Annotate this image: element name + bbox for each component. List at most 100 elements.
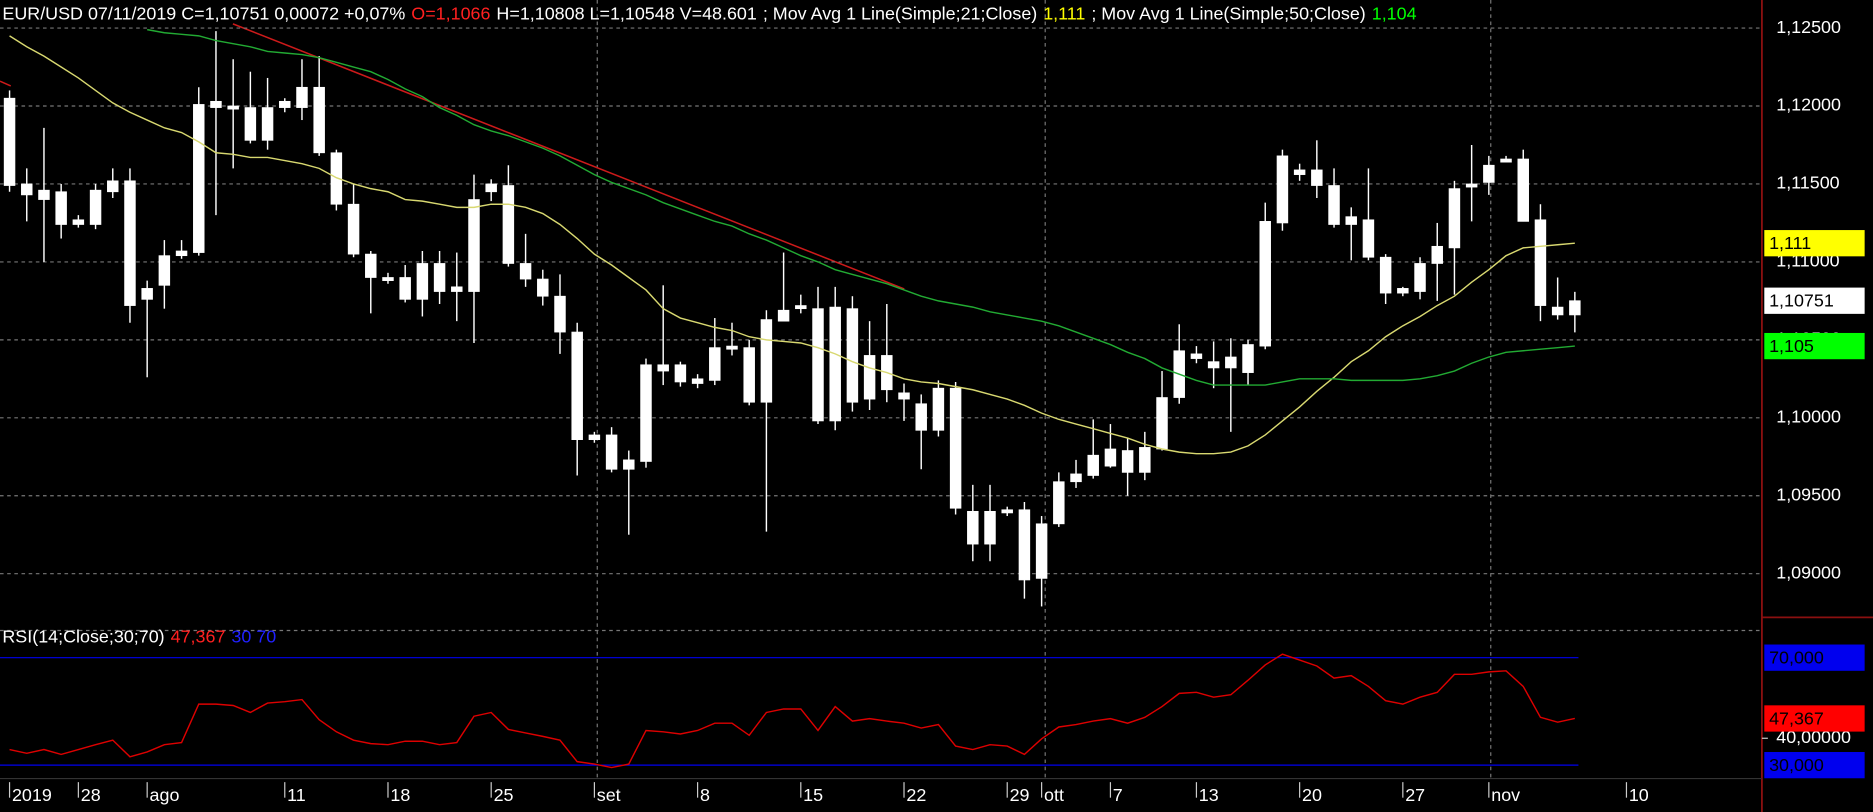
candle-body [296,86,308,108]
y-tick-label: 40,00000 [1776,727,1851,747]
reference-box-label: 70,000 [1769,648,1824,668]
candle-body [1414,263,1426,292]
candle-body [1207,361,1220,369]
candle-body [605,434,618,470]
candle-body [519,263,532,280]
candle-body [261,107,274,141]
candle-body [1551,306,1564,316]
candle-body [433,263,446,292]
candle-body [210,100,222,108]
candle-body [537,278,549,297]
candle-body [777,309,790,322]
candle-body [1139,447,1151,473]
candle-body [107,180,119,193]
candle-body [158,255,171,286]
candle-body [1311,169,1323,186]
x-tick-label: 11 [287,785,306,805]
x-tick-label: 10 [1629,785,1649,805]
candle-body [1035,523,1048,579]
last-value-box [1764,332,1865,360]
candle-body [175,250,188,257]
candle-body [382,277,394,281]
candle-body [1379,256,1392,294]
trendline [232,23,905,290]
header-segment: ; Mov Avg 1 Line(Simple;21;Close) [763,3,1037,23]
x-tick-label: nov [1491,785,1520,805]
x-tick-label: 28 [81,785,101,805]
candle-body [915,403,927,431]
candle-body [3,97,16,186]
candle-body [863,355,876,400]
last-value-box [1764,230,1865,257]
candle-body [38,189,50,200]
candle-body [1104,448,1117,467]
candle-body [1397,288,1409,294]
candle-body [313,86,325,154]
y-tick-label: 1,12500 [1776,17,1841,37]
candle-body [55,191,67,225]
candle-body [485,183,497,193]
series-line [9,35,1575,455]
x-tick-label: ott [1044,785,1064,805]
header-segment: ; Mov Avg 1 Line(Simple;50;Close) [1091,3,1365,23]
candle-body [898,392,910,400]
candle-body [1276,155,1289,224]
x-tick-label: 25 [494,785,514,805]
series-line [9,653,1575,769]
candle-body [1242,344,1254,373]
header-segment: 1,111 [1043,3,1085,23]
candle-body [1293,169,1306,175]
x-tick-label: set [597,785,621,805]
x-tick-label: 2019 [12,785,52,805]
candle-body [399,277,411,300]
candle-body [451,286,463,292]
candle-body [709,347,721,381]
y-tick-label: 1,12000 [1776,95,1841,115]
candle-body [571,331,583,440]
candle-body [1190,353,1203,359]
last-value-label: 1,111 [1769,233,1811,253]
candle-body [691,378,704,384]
candle-body [365,253,377,278]
candle-body [1362,219,1375,258]
x-tick-label: 22 [906,785,926,805]
x-tick-label: 18 [390,785,410,805]
candle-body [21,183,33,196]
candle-body [949,387,962,509]
y-tick-label: 1,09000 [1776,562,1841,582]
candle-body [760,319,773,403]
reference-box [1764,751,1865,779]
candle-body [193,104,205,253]
candle-body [347,203,360,255]
candle-body [141,288,153,300]
y-tick-label: 1,11500 [1776,173,1839,193]
candle-body [1087,454,1099,476]
candle-body [846,308,859,403]
candle-body [743,347,755,403]
header-segment: 1,104 [1372,3,1417,23]
candle-body [967,510,979,545]
header-segment: 47,367 [171,626,226,646]
last-value-box [1764,705,1865,732]
header-segment: 30 70 [231,626,276,646]
x-tick-label: 8 [700,785,710,805]
candle-body [726,345,738,350]
candle-body [1053,481,1065,525]
candle-body [1001,509,1013,514]
x-tick-label: 13 [1199,785,1219,805]
candle-body [1483,164,1495,183]
candle-body [812,308,824,422]
y-tick-label: 1,10000 [1776,407,1841,427]
trendline [0,80,12,87]
last-value-label: 1,105 [1769,336,1814,356]
x-tick-label: 20 [1302,785,1322,805]
plot-layer: 2019 28 ago 11 18 25 set 8 15 22 29 ott 7 13 20 27 nov 10… [0,3,1865,805]
candle-body [1328,185,1340,225]
candle-body [468,199,480,292]
candle-body [795,305,807,310]
candle-body [416,263,429,300]
x-tick-label: 7 [1113,785,1123,805]
header-segment: EUR/USD 07/11/2019 C=1,10751 0,00072 +0,… [2,3,405,23]
candle-body [1259,221,1271,347]
candle-body [657,364,669,372]
